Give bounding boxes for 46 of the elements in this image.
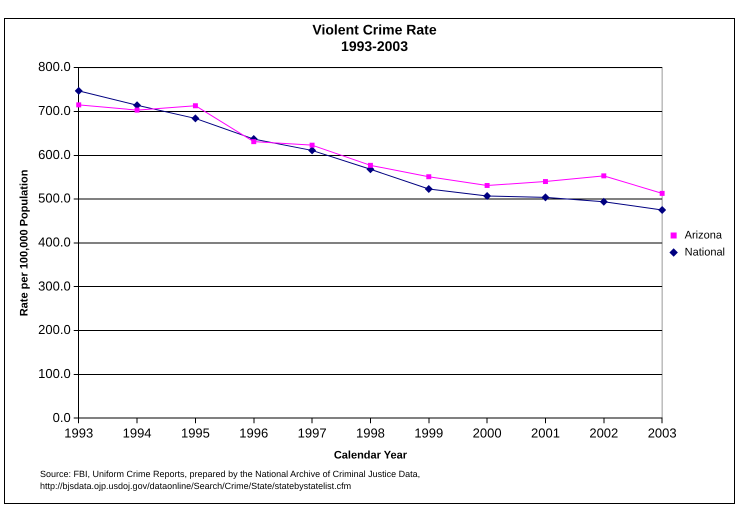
x-tick-label: 1996: [239, 426, 268, 441]
y-tick-label: 300.0: [38, 278, 71, 294]
point: [542, 179, 548, 184]
point: [76, 102, 82, 108]
point: [191, 114, 200, 122]
point: [251, 139, 256, 144]
y-tick-label: 200.0: [38, 322, 71, 338]
point: [74, 86, 83, 95]
y-tick-label: 400.0: [38, 234, 71, 250]
y-tick-label: 600.0: [38, 146, 71, 162]
chart-subtitle: 1993-2003: [341, 38, 408, 54]
x-tick-label: 2003: [648, 426, 677, 441]
point: [426, 174, 432, 180]
x-tick-label: 1997: [298, 426, 327, 441]
text: http://bjsdata.ojp.usdoj.gov/dataonline/Search/Crime/State/statebystatelist.cfm: [40, 480, 352, 492]
y-tick-label: 800.0: [38, 59, 71, 74]
point: [658, 206, 666, 214]
point: [310, 142, 315, 148]
y-tick-label: 100.0: [38, 366, 71, 381]
x-tick-label: 1993: [64, 426, 94, 441]
y-tick-label: 0.0: [52, 410, 71, 425]
x-tick-label: 2002: [589, 426, 618, 441]
x-axis-title: Calendar Year: [334, 449, 408, 462]
y-tick-label: 500.0: [38, 190, 71, 206]
x-tick-label: 1994: [122, 426, 152, 441]
point: [660, 190, 665, 196]
y-axis-title: Rate per 100,000 Population: [18, 169, 31, 316]
legend-label: Arizona: [684, 230, 723, 242]
x-tick-label: 1998: [356, 426, 385, 441]
point: [134, 108, 140, 113]
point: [601, 173, 606, 178]
point: [484, 183, 490, 188]
x-tick-label: 1999: [414, 426, 444, 441]
source-note: Source: FBI, Uniform Crime Reports, prepared by the National Archive of Criminal Justice Data,: [40, 468, 420, 480]
y-tick-label: 700.0: [38, 103, 71, 118]
point: [424, 184, 433, 193]
point: [368, 162, 373, 168]
chart-title: Violent Crime Rate: [312, 21, 437, 38]
point: [192, 103, 198, 108]
point: [600, 198, 608, 206]
x-tick-label: 2001: [531, 426, 560, 441]
point: [541, 193, 550, 202]
x-tick-label: 1995: [180, 426, 210, 441]
x-tick-label: 2000: [472, 426, 502, 441]
legend-label: National: [684, 246, 725, 259]
point: [483, 192, 492, 200]
